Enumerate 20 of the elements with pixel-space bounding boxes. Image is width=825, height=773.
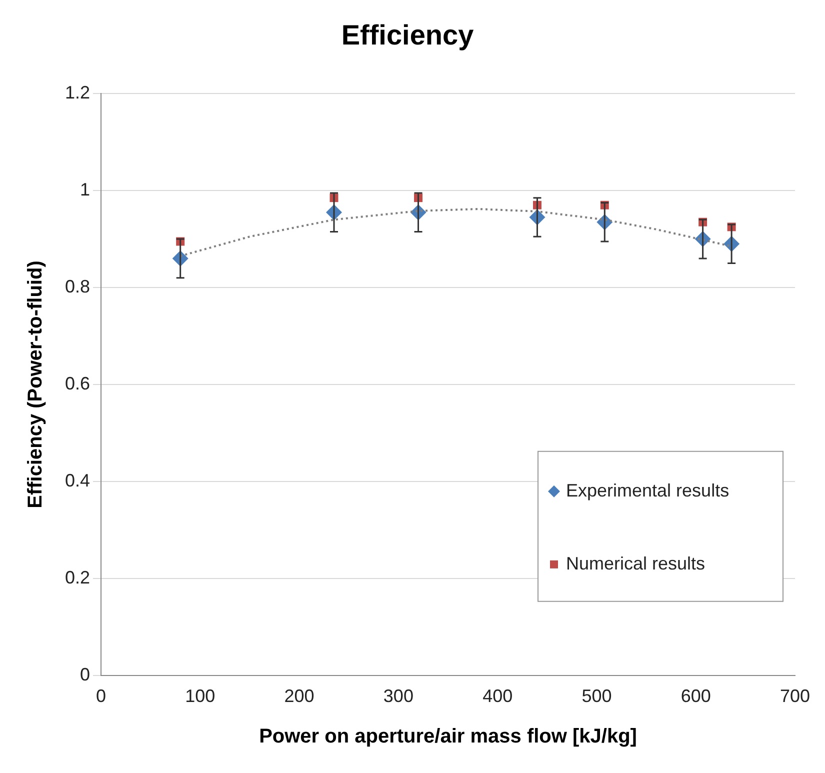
y-tick-label: 1.2 <box>64 82 90 103</box>
y-tick-label: 0.6 <box>64 373 90 394</box>
x-tick-label: 500 <box>582 686 612 706</box>
legend-label: Experimental results <box>566 480 730 500</box>
y-tick-label: 1 <box>80 180 90 200</box>
y-tick-label: 0.8 <box>64 276 90 296</box>
chart-title: Efficiency <box>341 20 474 51</box>
x-tick-label: 400 <box>482 686 513 706</box>
legend-label: Numerical results <box>566 553 706 574</box>
x-tick-label: 0 <box>96 686 106 706</box>
y-tick-label: 0.4 <box>64 470 90 490</box>
y-tick-label: 0 <box>80 664 90 684</box>
x-tick-label: 300 <box>383 686 414 706</box>
x-tick-label: 700 <box>780 686 810 706</box>
y-axis-title: Efficiency (Power-to-fluid) <box>24 260 47 508</box>
y-tick-label: 0.2 <box>64 567 90 588</box>
x-tick-label: 100 <box>185 686 216 706</box>
x-tick-label: 200 <box>284 686 314 706</box>
x-axis-title: Power on aperture/air mass flow [kJ/kg] <box>259 726 637 748</box>
x-tick-label: 600 <box>680 686 711 706</box>
